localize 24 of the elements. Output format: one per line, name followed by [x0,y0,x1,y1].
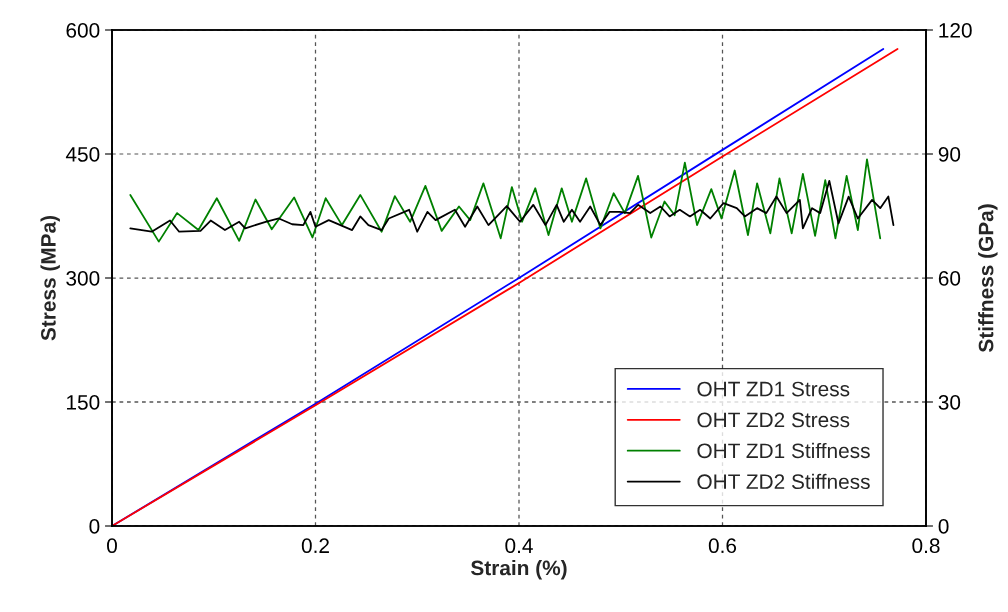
legend-label: OHT ZD1 Stress [697,381,850,397]
y2-tick-label: 0 [938,519,949,534]
y-axis-title: Stress (MPa) [40,215,60,341]
x-tick-label: 0 [107,538,117,554]
line-series [129,158,882,243]
x-tick-label: 0.6 [708,538,737,554]
x-axis-title: Strain (%) [470,560,567,580]
y2-tick-label: 120 [939,23,972,38]
line-series [129,179,895,233]
y2-axis-title: Stiffness (GPa) [978,204,998,353]
y-tick-label: 450 [65,147,100,162]
legend-label: OHT ZD2 Stiffness [697,473,870,490]
y-tick-label: 0 [89,519,100,534]
legend-label: OHT ZD2 Stress [697,412,850,428]
y-tick-label: 150 [67,395,100,410]
y2-tick-label: 90 [938,147,961,162]
y-tick-label: 600 [66,23,100,38]
x-tick-label: 0.4 [505,538,533,554]
legend-label: OHT ZD1 Stiffness [697,442,870,459]
y2-tick-label: 30 [938,395,961,410]
x-tick-label: 0.8 [912,538,940,554]
x-tick-label: 0.2 [301,538,329,554]
y-tick-label: 300 [66,271,100,286]
y2-tick-label: 60 [938,271,961,286]
